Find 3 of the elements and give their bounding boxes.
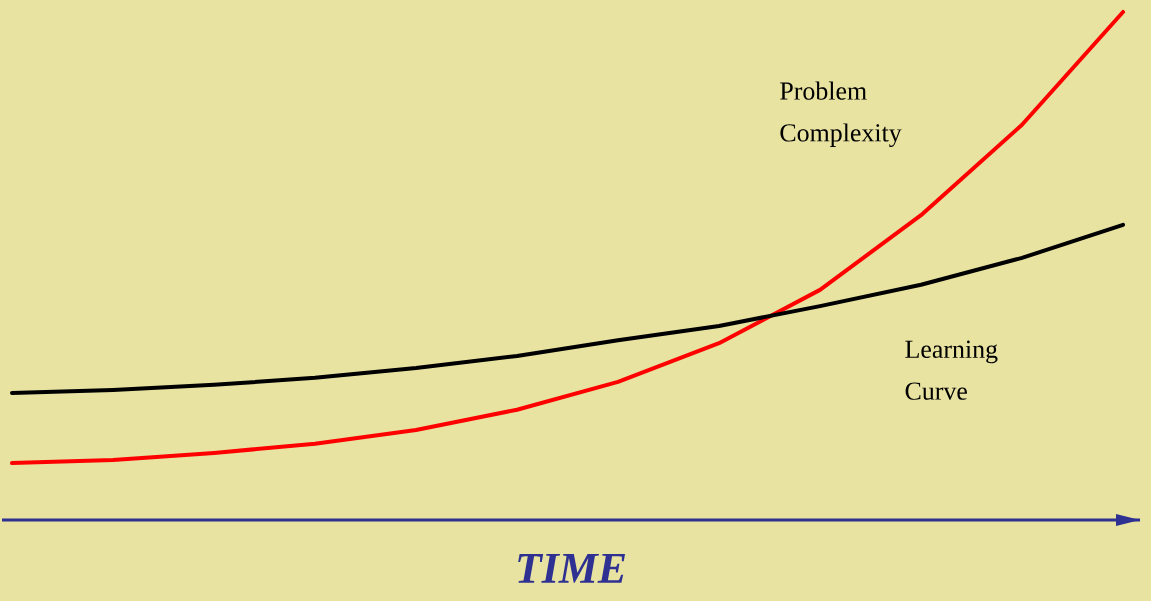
text: Problem Complexity [780, 81, 902, 147]
x-axis-title: TIME [518, 553, 626, 583]
series-label: Learning Curve [905, 340, 998, 400]
